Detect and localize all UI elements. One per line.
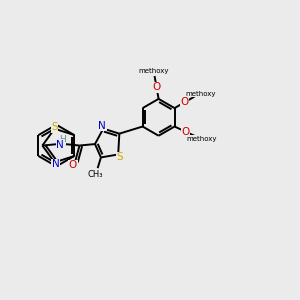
Text: S: S [117,152,123,162]
Text: H: H [59,135,66,144]
Text: O: O [181,127,189,136]
Text: methoxy: methoxy [186,91,216,97]
Text: N: N [56,140,64,150]
Text: methoxy: methoxy [138,68,169,74]
Text: N: N [98,121,106,130]
Text: O: O [69,160,77,170]
Text: O: O [152,82,161,92]
Text: CH₃: CH₃ [87,169,103,178]
Text: N: N [52,160,59,170]
Text: O: O [181,97,189,107]
Text: S: S [51,122,58,132]
Text: methoxy: methoxy [187,136,217,142]
